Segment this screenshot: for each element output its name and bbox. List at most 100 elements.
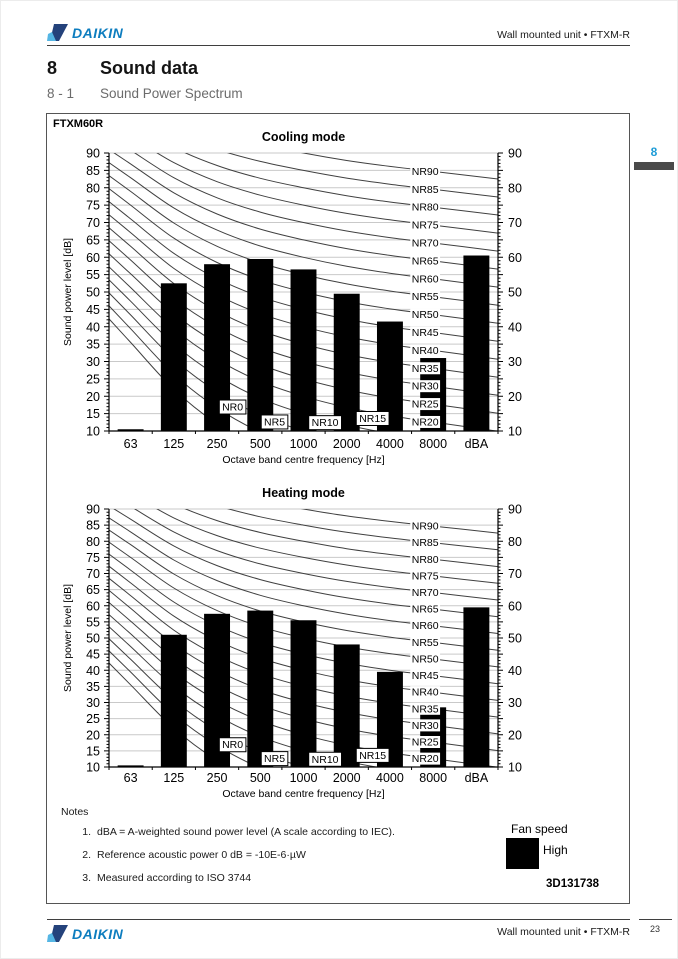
bar-63 [117,765,144,767]
nr-label-NR15: NR15 [359,413,386,425]
nr-label-NR45: NR45 [412,327,439,339]
svg-text:55: 55 [86,615,100,629]
svg-text:40: 40 [508,320,522,334]
x-tick-500: 500 [250,771,271,785]
notes-label: Notes [61,806,89,818]
bars [117,255,490,431]
daikin-logo-mark [47,925,68,942]
x-tick-125: 125 [163,437,184,451]
nr-label-NR5: NR5 [264,416,285,428]
x-tick-2000: 2000 [333,437,361,451]
nr-label-NR35: NR35 [412,363,439,375]
svg-text:80: 80 [86,535,100,549]
note-number: 2. [82,849,91,861]
header-rule [47,45,630,46]
nr-label-NR40: NR40 [412,687,439,699]
note-text: dBA = A-weighted sound power level (A sc… [97,826,395,838]
svg-text:45: 45 [86,648,100,662]
x-tick-63: 63 [124,437,138,451]
bar-500 [247,610,274,767]
nr-label-NR65: NR65 [412,255,439,267]
footer-doc-reference: Wall mounted unit • FTXM-R [497,926,630,938]
svg-text:60: 60 [86,251,100,265]
model-chart-panel: FTXM60R NR90 NR85 NR80 NR75 NR70 NR65 NR60 NR55… [46,113,630,904]
bar-dBA [463,255,490,431]
svg-text:35: 35 [86,680,100,694]
bar-63 [117,429,144,431]
footer-pagenum-rule [639,919,672,920]
x-tick-dBA: dBA [465,437,489,451]
nr-label-NR45: NR45 [412,670,439,682]
svg-text:20: 20 [508,390,522,404]
nr-label-NR80: NR80 [412,202,439,214]
x-tick-8000: 8000 [419,437,447,451]
section-number: 8 [47,58,58,78]
svg-text:70: 70 [508,216,522,230]
svg-text:75: 75 [86,199,100,213]
nr-label-NR70: NR70 [412,238,439,250]
x-tick-dBA: dBA [465,771,489,785]
svg-text:50: 50 [86,286,100,300]
svg-text:20: 20 [86,390,100,404]
x-tick-250: 250 [207,437,228,451]
x-tick-2000: 2000 [333,771,361,785]
svg-text:25: 25 [86,372,100,386]
cooling-mode-chart: NR90 NR85 NR80 NR75 NR70 NR65 NR60 NR55 NR50 NR45… [62,130,522,466]
drawing-reference: 3D131738 [546,878,600,890]
x-tick-125: 125 [163,771,184,785]
svg-text:90: 90 [508,147,522,161]
nr-label-NR25: NR25 [412,399,439,411]
svg-text:60: 60 [86,599,100,613]
svg-text:30: 30 [508,696,522,710]
nr-label-NR85: NR85 [412,537,439,549]
svg-text:10: 10 [86,425,100,439]
note-text: Reference acoustic power 0 dB = -10E-6·µ… [97,849,306,861]
x-tick-4000: 4000 [376,437,404,451]
svg-text:55: 55 [86,268,100,282]
svg-text:35: 35 [86,338,100,352]
fan-speed-high-swatch [506,838,539,869]
subsection-number: 8 - 1 [47,86,75,101]
svg-text:60: 60 [508,251,522,265]
nr-label-NR30: NR30 [412,720,439,732]
nr-label-NR20: NR20 [412,753,439,765]
nr-label-NR50: NR50 [412,309,439,321]
bar-2000 [333,644,360,767]
x-tick-500: 500 [250,437,271,451]
x-axis-title: Octave band centre frequency [Hz] [222,788,384,800]
svg-text:40: 40 [86,320,100,334]
note-item-2: 2. Reference acoustic power 0 dB = -10E-6… [73,849,306,861]
chapter-tab-number: 8 [650,145,658,159]
header-doc-reference: Wall mounted unit • FTXM-R [497,29,630,41]
y-axis-title: Sound power level [dB] [62,238,74,346]
nr-label-NR85: NR85 [412,184,439,196]
x-tick-250: 250 [207,771,228,785]
bar-500 [247,258,274,431]
daikin-logo-text: DAIKIN [72,25,124,41]
bars [117,607,490,767]
footer-daikin-logo: DAIKIN [47,925,123,948]
svg-text:10: 10 [508,425,522,439]
nr-label-NR70: NR70 [412,587,439,599]
nr-label-NR0: NR0 [222,739,243,751]
section-title: Sound data [100,58,198,78]
svg-text:20: 20 [86,728,100,742]
svg-text:40: 40 [86,664,100,678]
bar-1000 [290,269,317,431]
svg-text:70: 70 [86,567,100,581]
bar-1000 [290,620,317,767]
chapter-tab-bar [634,162,674,170]
nr-label-NR55: NR55 [412,637,439,649]
bar-dBA [463,607,490,767]
bar-125 [160,283,187,431]
svg-text:75: 75 [86,551,100,565]
nr-label-NR60: NR60 [412,620,439,632]
svg-text:50: 50 [86,632,100,646]
svg-text:80: 80 [86,181,100,195]
svg-text:15: 15 [86,407,100,421]
x-axis-title: Octave band centre frequency [Hz] [222,454,384,466]
nr-label-NR20: NR20 [412,416,439,428]
nr-label-NR10: NR10 [312,417,339,429]
bar-125 [160,634,187,767]
